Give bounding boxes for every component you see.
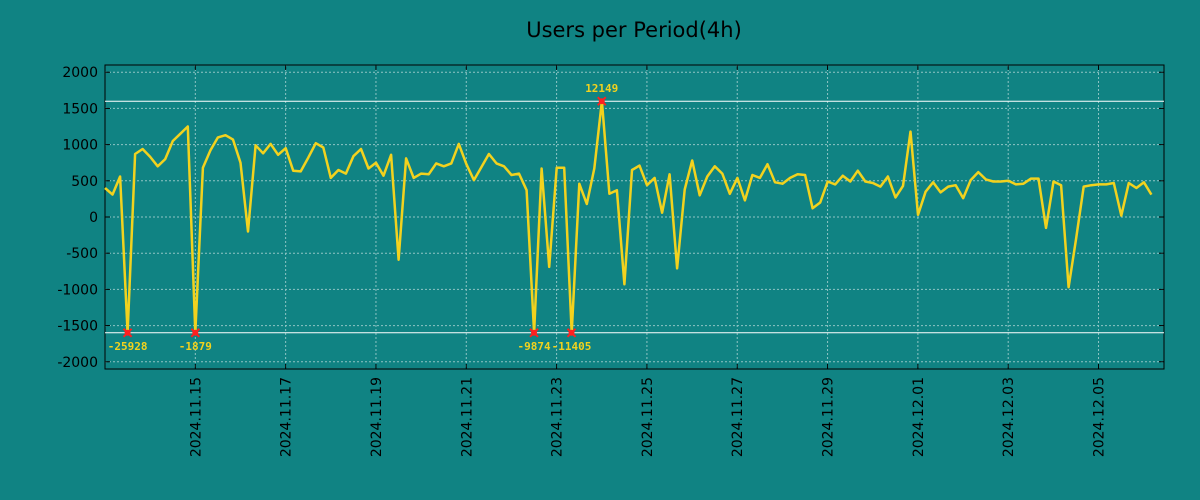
grid [105,65,1164,369]
annotations: 12149 -25928 -1879 -9874 -11405 [108,82,619,353]
annotation-dot [531,329,538,336]
x-tick-label: 2024.12.03 [1001,377,1017,457]
y-tick-label: 2000 [62,65,98,81]
annotation-dot [192,329,199,336]
annotation-label: -25928 [108,340,148,353]
x-tick-label: 2024.11.19 [369,377,385,457]
y-tick-label: -1000 [57,282,98,298]
x-tick-label: 2024.11.29 [821,377,837,457]
y-axis: 2000 1500 1000 500 0 -500 -1000 -1500 -2000 [57,65,1164,371]
y-tick-label: 1500 [62,101,98,117]
annotation-label: 12149 [585,82,618,95]
x-tick-label: 2024.11.27 [730,377,746,457]
y-tick-label: -500 [66,246,98,262]
x-tick-label: 2024.11.23 [550,377,566,457]
annotation-label: -1879 [179,340,212,353]
y-tick-label: -2000 [57,355,98,371]
x-tick-label: 2024.11.21 [459,377,475,457]
annotation-dot [598,98,605,105]
series-line-users [104,99,1153,335]
reference-lines [105,100,1164,334]
y-tick-label: 1000 [62,138,98,154]
annotation-label: -11405 [552,340,592,353]
x-tick-label: 2024.11.17 [279,377,295,457]
chart-title: Users per Period(4h) [526,18,742,42]
x-tick-label: 2024.11.25 [640,377,656,457]
series-layer [104,99,1153,335]
y-tick-label: -1500 [57,319,98,335]
annotation-label: -9874 [517,340,550,353]
y-tick-label: 500 [71,174,98,190]
x-tick-label: 2024.12.01 [911,377,927,457]
x-tick-label: 2024.11.15 [188,377,204,457]
y-tick-label: 0 [89,210,98,226]
x-axis: 2024.11.15 2024.11.17 2024.11.19 2024.11.21… [188,65,1108,457]
x-tick-label: 2024.12.05 [1092,377,1108,457]
annotation-dot [568,329,575,336]
annotation-dot [124,329,131,336]
